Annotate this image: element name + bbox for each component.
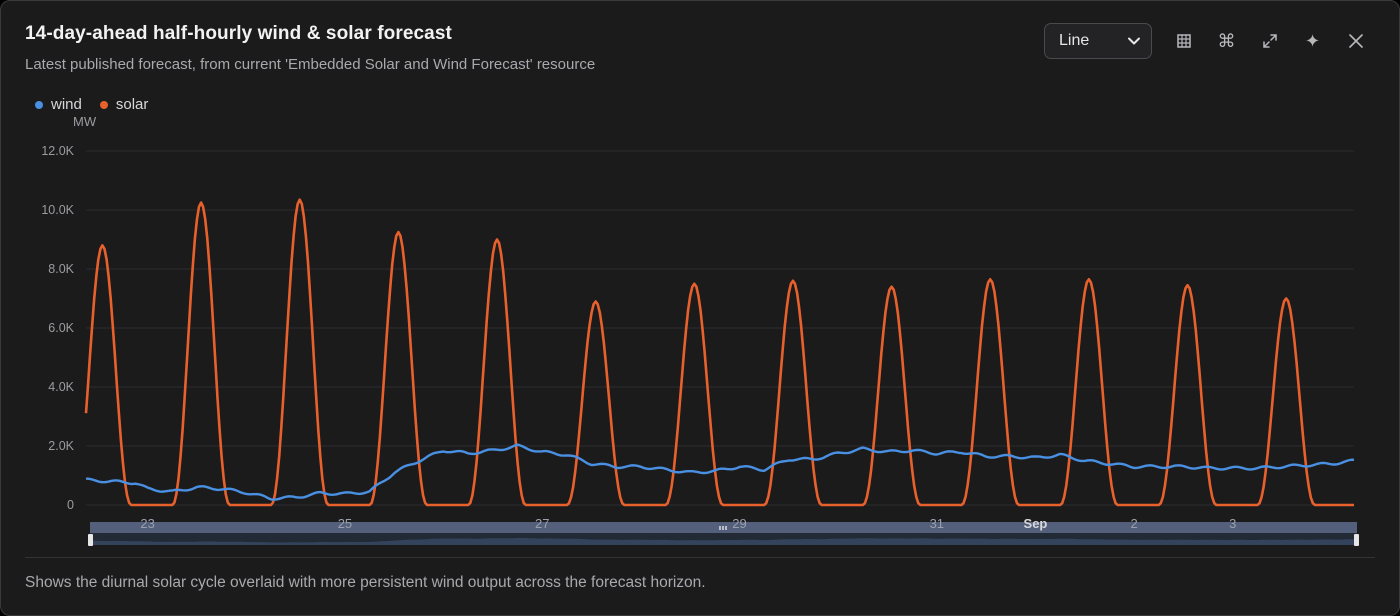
legend-item-solar[interactable]: solar: [99, 96, 149, 113]
x-tick-label: 25: [338, 516, 352, 531]
legend-dot-wind: [35, 100, 43, 109]
legend-label-solar: solar: [115, 96, 149, 113]
chart-subtitle: Latest published forecast, from current …: [25, 56, 596, 73]
command-icon[interactable]: ⌘: [1217, 30, 1236, 51]
y-tick-label: 0: [67, 498, 74, 512]
zoom-handle-left: [88, 534, 93, 546]
chart-toolbar: Line ⌘ ✦: [1044, 23, 1377, 59]
footer-divider: [25, 557, 1375, 558]
sparkle-icon[interactable]: ✦: [1304, 30, 1321, 51]
x-tick-label: 29: [732, 516, 746, 531]
y-tick-label: 2.0K: [48, 439, 74, 453]
close-icon[interactable]: [1334, 23, 1377, 59]
chart-legend: wind solar: [35, 96, 148, 113]
series-line-solar: [84, 198, 1354, 507]
series-line-wind: [86, 443, 1355, 501]
expand-icon[interactable]: [1248, 23, 1291, 59]
x-tick-label: 27: [535, 516, 549, 531]
x-tick-label: 31: [930, 516, 944, 531]
chart-type-select[interactable]: Line: [1044, 23, 1152, 59]
legend-dot-solar: [99, 100, 108, 109]
zoom-grip-icon: [719, 526, 727, 530]
chart-title: 14-day-ahead half-hourly wind & solar fo…: [25, 23, 452, 44]
chevron-down-icon: [1128, 37, 1140, 45]
y-tick-label: 6.0K: [48, 321, 74, 335]
legend-item-wind[interactable]: wind: [35, 96, 82, 113]
table-icon[interactable]: [1162, 23, 1205, 59]
y-tick-label: 4.0K: [48, 380, 74, 394]
x-tick-label: Sep: [1024, 516, 1048, 531]
y-axis-unit: MW: [73, 114, 97, 129]
chart-type-value: Line: [1059, 32, 1090, 49]
x-tick-label: 23: [140, 516, 154, 531]
y-tick-label: 10.0K: [41, 203, 74, 217]
chart-footnote: Shows the diurnal solar cycle overlaid w…: [25, 574, 706, 591]
legend-label-wind: wind: [51, 96, 82, 113]
y-tick-label: 8.0K: [48, 262, 74, 276]
x-tick-label: 2: [1130, 516, 1137, 531]
zoom-slider-preview: [90, 537, 1357, 545]
y-tick-label: 12.0K: [41, 144, 74, 158]
zoom-handle-right: [1354, 534, 1359, 546]
x-tick-label: 3: [1229, 516, 1236, 531]
